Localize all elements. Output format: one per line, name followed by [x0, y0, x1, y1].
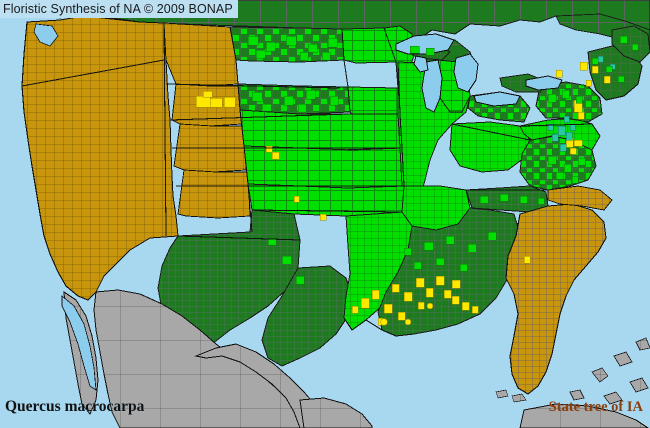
state-tree-note-label: State tree of IA	[548, 399, 643, 415]
state-boundaries	[21, 22, 593, 241]
adventive-counties-teal	[547, 55, 616, 152]
credit-text: Floristic Synthesis of NA © 2009 BONAP	[3, 2, 233, 16]
region-midwest-core	[247, 39, 531, 231]
region-southeast-absent	[505, 185, 613, 395]
species-name-label: Quercus macrocarpa	[5, 398, 145, 415]
bonap-credit-banner: Floristic Synthesis of NA © 2009 BONAP	[0, 0, 238, 18]
coastline	[21, 21, 643, 395]
region-mexico-nodata	[61, 289, 650, 428]
present-county-highlights	[247, 35, 639, 285]
region-southwest-state-only	[157, 209, 353, 367]
great-lakes	[395, 33, 563, 113]
rare-counties-yellow	[195, 61, 611, 326]
region-west-absent	[21, 15, 179, 301]
